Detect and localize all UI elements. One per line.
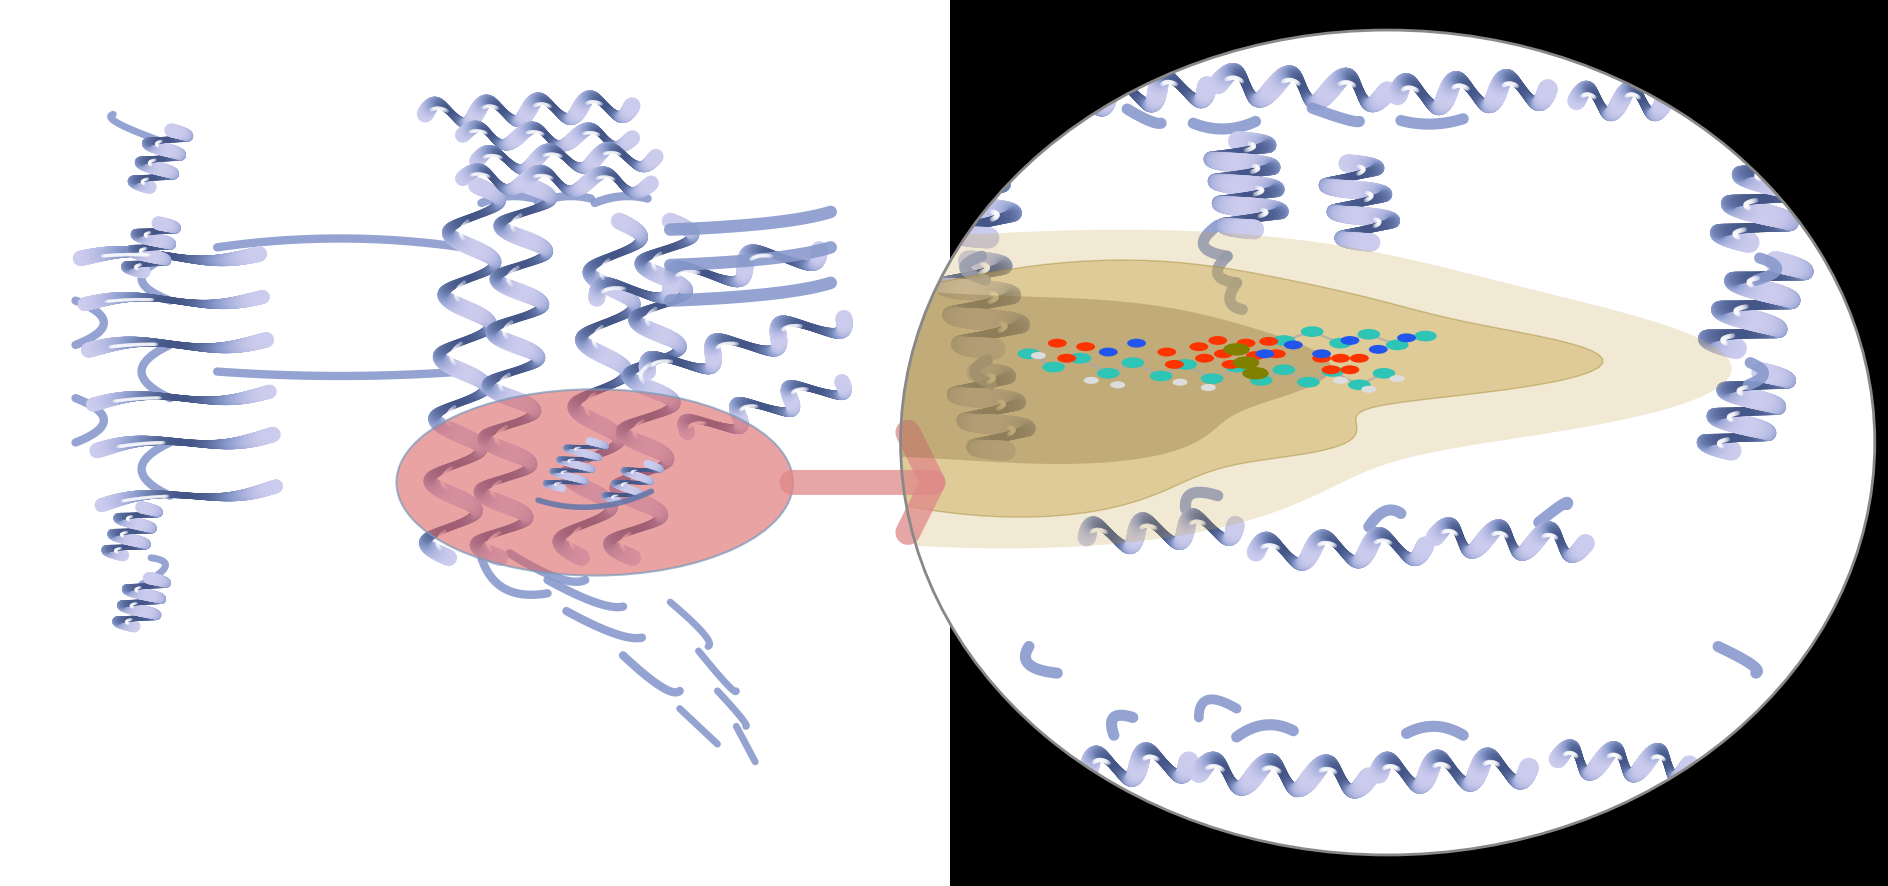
Circle shape bbox=[1150, 371, 1172, 382]
Circle shape bbox=[1165, 361, 1184, 369]
Circle shape bbox=[1312, 350, 1331, 359]
Circle shape bbox=[1369, 346, 1388, 354]
Circle shape bbox=[1329, 338, 1352, 349]
Circle shape bbox=[1225, 362, 1248, 373]
Circle shape bbox=[1259, 338, 1278, 346]
Circle shape bbox=[1397, 334, 1416, 343]
Circle shape bbox=[1201, 385, 1216, 392]
Circle shape bbox=[1386, 340, 1408, 351]
Circle shape bbox=[1157, 348, 1176, 357]
Circle shape bbox=[1312, 354, 1331, 363]
Circle shape bbox=[1414, 331, 1437, 342]
Circle shape bbox=[1357, 330, 1380, 340]
Circle shape bbox=[1097, 369, 1120, 379]
Circle shape bbox=[1340, 366, 1359, 375]
Circle shape bbox=[1099, 348, 1118, 357]
Circle shape bbox=[1110, 382, 1125, 389]
Circle shape bbox=[1233, 357, 1259, 369]
Circle shape bbox=[1267, 350, 1286, 359]
Circle shape bbox=[1195, 354, 1214, 363]
Bar bbox=[0, 0, 950, 886]
Circle shape bbox=[1084, 377, 1099, 385]
Circle shape bbox=[1189, 343, 1208, 352]
Circle shape bbox=[1222, 361, 1240, 369]
Circle shape bbox=[1127, 339, 1146, 348]
Circle shape bbox=[1208, 337, 1227, 346]
Circle shape bbox=[1340, 337, 1359, 346]
Circle shape bbox=[1301, 327, 1323, 338]
Circle shape bbox=[1250, 376, 1273, 386]
Circle shape bbox=[1333, 377, 1348, 385]
Circle shape bbox=[1031, 353, 1046, 360]
Circle shape bbox=[1284, 341, 1303, 350]
Circle shape bbox=[1373, 369, 1395, 379]
Circle shape bbox=[1201, 374, 1223, 385]
Circle shape bbox=[1361, 386, 1376, 393]
Circle shape bbox=[1237, 339, 1256, 348]
Circle shape bbox=[1223, 344, 1250, 356]
Circle shape bbox=[1273, 365, 1295, 376]
Circle shape bbox=[1322, 366, 1340, 375]
Circle shape bbox=[1246, 352, 1265, 361]
Circle shape bbox=[1121, 358, 1144, 369]
Circle shape bbox=[1057, 354, 1076, 363]
Polygon shape bbox=[247, 230, 1731, 548]
Circle shape bbox=[1273, 336, 1295, 346]
Circle shape bbox=[1256, 350, 1274, 359]
Circle shape bbox=[1390, 376, 1405, 383]
Circle shape bbox=[1331, 354, 1350, 363]
Ellipse shape bbox=[901, 31, 1875, 855]
Circle shape bbox=[1348, 380, 1371, 391]
Circle shape bbox=[1322, 367, 1344, 377]
Polygon shape bbox=[306, 260, 1603, 517]
Circle shape bbox=[1069, 354, 1091, 364]
Circle shape bbox=[396, 390, 793, 576]
Circle shape bbox=[1018, 349, 1040, 360]
Circle shape bbox=[1214, 350, 1233, 359]
Circle shape bbox=[1042, 362, 1065, 373]
Circle shape bbox=[1172, 379, 1188, 386]
Circle shape bbox=[1076, 343, 1095, 352]
Circle shape bbox=[1048, 339, 1067, 348]
Circle shape bbox=[1350, 354, 1369, 363]
Circle shape bbox=[1297, 377, 1320, 388]
Circle shape bbox=[1174, 360, 1197, 370]
Polygon shape bbox=[557, 289, 1331, 464]
Circle shape bbox=[1242, 368, 1269, 380]
